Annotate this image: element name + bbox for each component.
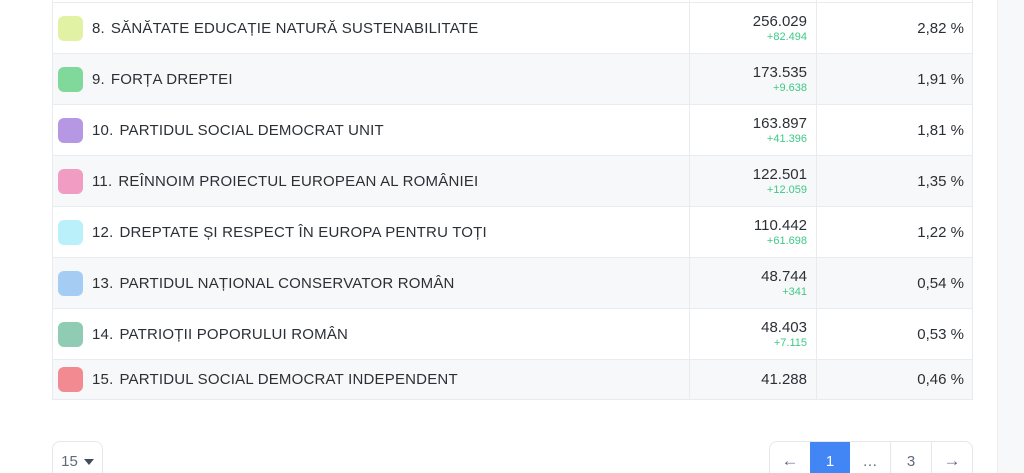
votes-delta: +41.396: [766, 133, 807, 145]
votes-cell: 48.403 +7.115: [690, 309, 817, 359]
party-rank: 12.: [92, 223, 114, 241]
party-color-swatch: [58, 321, 83, 347]
party-name-cell: 8. SĂNĂTATE EDUCAȚIE NATURĂ SUSTENABILITA…: [53, 3, 690, 53]
table-row: 13. PARTIDUL NAȚIONAL CONSERVATOR ROMÂN 4…: [53, 258, 972, 309]
party-name-cell: 13. PARTIDUL NAȚIONAL CONSERVATOR ROMÂN: [53, 258, 690, 308]
previous-row-partial: [53, 0, 972, 3]
table-row: 8. SĂNĂTATE EDUCAȚIE NATURĂ SUSTENABILITA…: [53, 3, 972, 54]
party-name-cell: 12. DREPTATE ȘI RESPECT ÎN EUROPA PENTRU …: [53, 207, 690, 257]
table-row: 10. PARTIDUL SOCIAL DEMOCRAT UNIT 163.897…: [53, 105, 972, 156]
party-rank: 9.: [92, 70, 105, 88]
pagination-prev-button[interactable]: ←: [781, 451, 799, 470]
page-size-selector[interactable]: 15: [52, 441, 103, 473]
percent-cell: 0,53 %: [917, 325, 964, 343]
percent-cell: 0,54 %: [917, 274, 964, 292]
votes-delta: +82.494: [766, 31, 807, 43]
chevron-down-icon: [83, 459, 94, 465]
party-name: PARTIDUL NAȚIONAL CONSERVATOR ROMÂN: [119, 274, 455, 292]
party-color-swatch: [58, 219, 83, 245]
votes-count: 48.403: [761, 319, 807, 336]
party-rank: 13.: [92, 274, 114, 292]
pagination-ellipsis: …: [862, 452, 878, 470]
party-color-swatch: [58, 66, 83, 92]
percent-cell: 1,81 %: [917, 121, 964, 139]
table-row: 11. REÎNNOIM PROIECTUL EUROPEAN AL ROMÂNI…: [53, 156, 972, 207]
votes-count: 256.029: [752, 13, 807, 30]
votes-count: 41.288: [761, 371, 807, 388]
party-name: REÎNNOIM PROIECTUL EUROPEAN AL ROMÂNIEI: [118, 172, 479, 190]
party-name: PARTIDUL SOCIAL DEMOCRAT UNIT: [119, 121, 384, 139]
party-name-cell: 14. PATRIOȚII POPORULUI ROMÂN: [53, 309, 690, 359]
party-results-table: 8. SĂNĂTATE EDUCAȚIE NATURĂ SUSTENABILITA…: [52, 0, 973, 400]
percent-cell: 1,91 %: [917, 70, 964, 88]
party-color-swatch: [58, 168, 83, 194]
votes-cell: 41.288: [690, 360, 817, 399]
table-row: 14. PATRIOȚII POPORULUI ROMÂN 48.403 +7.1…: [53, 309, 972, 360]
votes-cell: 163.897 +41.396: [690, 105, 817, 155]
table-row: 15. PARTIDUL SOCIAL DEMOCRAT INDEPENDENT …: [53, 360, 972, 400]
votes-count: 163.897: [752, 115, 807, 132]
party-name-cell: 15. PARTIDUL SOCIAL DEMOCRAT INDEPENDENT: [53, 360, 690, 399]
votes-delta: +9.638: [773, 82, 807, 94]
party-rank: 14.: [92, 325, 114, 343]
party-name: SĂNĂTATE EDUCAȚIE NATURĂ SUSTENABILITATE: [110, 19, 479, 37]
percent-cell: 1,35 %: [917, 172, 964, 190]
party-color-swatch: [58, 15, 83, 41]
votes-cell: 48.744 +341: [690, 258, 817, 308]
party-rank: 15.: [92, 371, 114, 388]
votes-count: 110.442: [753, 217, 807, 234]
party-name: PARTIDUL SOCIAL DEMOCRAT INDEPENDENT: [119, 371, 458, 388]
table-row: 9. FORȚA DREPTEI 173.535 +9.638 1,91 %: [53, 54, 972, 105]
votes-cell: 173.535 +9.638: [690, 54, 817, 104]
party-rank: 10.: [92, 121, 114, 139]
percent-cell: 1,22 %: [917, 223, 964, 241]
table-rows: 8. SĂNĂTATE EDUCAȚIE NATURĂ SUSTENABILITA…: [53, 3, 972, 400]
party-name-cell: 11. REÎNNOIM PROIECTUL EUROPEAN AL ROMÂNI…: [53, 156, 690, 206]
votes-count: 173.535: [752, 64, 807, 81]
table-row: 12. DREPTATE ȘI RESPECT ÎN EUROPA PENTRU …: [53, 207, 972, 258]
page-background-strip: [997, 0, 1024, 473]
votes-cell: 110.442 +61.698: [690, 207, 817, 257]
party-rank: 8.: [92, 19, 105, 37]
pagination-page-1[interactable]: 1: [810, 442, 850, 473]
party-color-swatch: [58, 117, 83, 143]
pagination: ← 1 … 3 →: [769, 441, 973, 473]
party-name: DREPTATE ȘI RESPECT ÎN EUROPA PENTRU TOȚ…: [119, 223, 487, 241]
party-name: PATRIOȚII POPORULUI ROMÂN: [119, 325, 349, 343]
party-color-swatch: [58, 270, 83, 296]
votes-delta: +341: [782, 286, 807, 298]
votes-delta: +7.115: [773, 337, 807, 349]
party-name: FORȚA DREPTEI: [110, 70, 233, 88]
page-size-value: 15: [61, 452, 78, 470]
votes-cell: 256.029 +82.494: [690, 3, 817, 53]
party-color-swatch: [58, 367, 83, 392]
percent-cell: 0,46 %: [917, 371, 964, 388]
votes-cell: 122.501 +12.059: [690, 156, 817, 206]
votes-count: 122.501: [752, 166, 807, 183]
party-name-cell: 9. FORȚA DREPTEI: [53, 54, 690, 104]
pagination-page-3[interactable]: 3: [890, 442, 931, 473]
votes-delta: +61.698: [766, 235, 807, 247]
party-rank: 11.: [92, 172, 113, 190]
votes-delta: +12.059: [766, 184, 807, 196]
percent-cell: 2,82 %: [917, 19, 964, 37]
party-name-cell: 10. PARTIDUL SOCIAL DEMOCRAT UNIT: [53, 105, 690, 155]
pagination-next-button[interactable]: →: [931, 442, 972, 473]
votes-count: 48.744: [761, 268, 807, 285]
